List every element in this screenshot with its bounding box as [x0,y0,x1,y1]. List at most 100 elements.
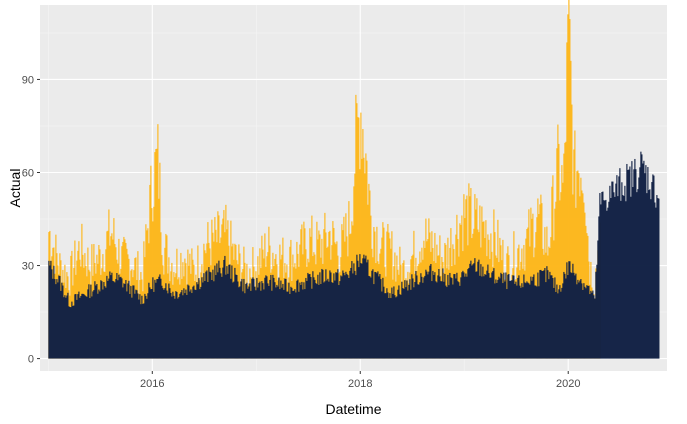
bar [627,169,629,359]
bar [473,263,475,359]
bar [411,274,413,359]
bar [292,290,294,359]
bar [650,199,652,359]
bar [446,287,448,359]
bar [267,283,269,359]
bar [88,284,90,359]
bar [616,175,618,359]
bar [275,287,277,359]
bar [201,277,203,359]
bar [51,269,53,359]
bar [129,293,131,359]
bar [351,261,353,359]
bar [239,286,241,359]
bar [298,291,300,359]
bar [464,276,466,359]
bar [562,182,564,359]
bar [269,279,271,359]
bar [321,268,323,359]
bar [585,288,587,359]
bar [513,275,515,359]
bar [571,273,573,359]
bar [92,291,94,359]
bar [82,293,84,359]
bar [436,282,438,359]
bar [462,270,464,359]
bar [563,271,565,359]
bar [595,271,597,359]
bar [300,285,302,359]
bar [374,271,376,359]
bar [438,269,440,359]
bar [329,270,331,359]
bar [83,294,85,359]
bar [576,284,578,359]
bar [626,163,628,359]
bar [355,94,357,359]
bar [364,258,366,359]
bar [640,151,642,359]
bar [574,130,576,359]
bar [234,267,236,359]
bar [115,278,117,359]
bar [139,294,141,359]
bar [109,271,111,359]
bar [361,158,363,359]
bar [552,278,554,359]
bar [191,293,193,359]
bar [62,285,64,359]
bar [459,285,461,359]
bar [569,19,571,359]
bar [245,283,247,359]
bar [289,293,291,359]
bar [310,276,312,359]
bar [339,281,341,359]
bar [226,266,228,359]
bar [306,280,308,359]
bar [379,274,381,359]
bar [373,284,375,359]
bar [366,262,368,359]
bar [611,181,613,359]
bar [380,279,382,359]
bar [159,162,161,359]
bar [369,190,371,359]
bar [442,268,444,359]
bar [358,267,360,359]
bar [588,285,590,359]
bar [133,285,135,359]
bar [475,271,477,359]
bar [361,263,363,359]
bar [360,263,362,359]
bar [117,280,119,359]
bar [545,282,547,359]
bar [307,272,309,359]
bar [332,282,334,359]
bar [648,190,650,359]
bar [578,173,580,359]
bar [324,281,326,359]
bar [322,269,324,359]
bar [642,163,644,359]
bar [559,200,561,359]
bar [216,263,218,359]
bar [492,271,494,359]
bar [355,275,357,359]
bar [655,207,657,359]
bar [343,272,345,359]
bar [602,191,604,359]
bar [209,271,211,359]
bar [182,295,184,359]
bar [335,272,337,359]
bar [631,161,633,359]
bar [63,297,65,359]
bar [128,280,130,359]
bar [521,283,523,359]
bar [313,277,315,359]
bar [548,279,550,359]
bar [409,279,411,359]
bar [80,295,82,359]
bar [582,289,584,359]
bar [530,276,532,359]
bar [535,285,537,359]
